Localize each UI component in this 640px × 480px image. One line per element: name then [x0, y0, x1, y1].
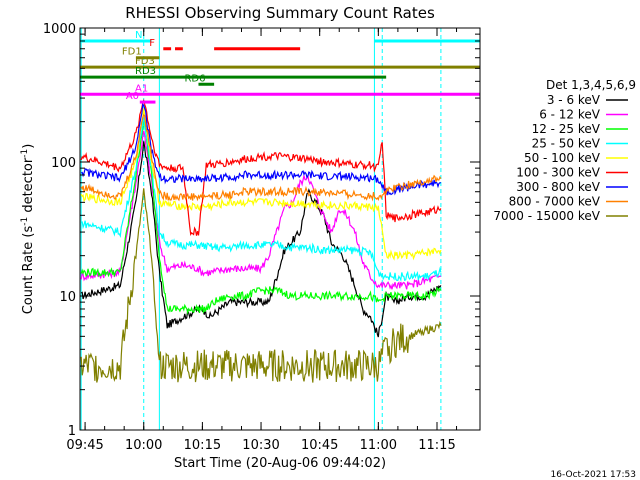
- legend-label-2: 12 - 25 keV: [532, 122, 601, 136]
- flag-label-1: F: [149, 38, 155, 49]
- plot-frame: [79, 27, 481, 431]
- flag-label-3: FD3: [135, 56, 155, 67]
- legend-label-1: 6 - 12 keV: [539, 108, 601, 122]
- y-axis-label: Count Rate (s-1 detector-1): [20, 144, 36, 315]
- legend-label-8: 7000 - 15000 keV: [493, 209, 600, 223]
- chart-title: RHESSI Observing Summary Count Rates: [125, 4, 435, 22]
- flag-label-7: A0: [126, 91, 139, 102]
- x-tick-label-0: 09:45: [66, 438, 103, 453]
- series-layer: [80, 98, 442, 383]
- y-tick-label-1: 10: [59, 290, 76, 305]
- series-line-2: [80, 119, 442, 315]
- legend-label-6: 300 - 800 keV: [516, 180, 600, 194]
- x-tick-label-6: 11:15: [418, 438, 455, 453]
- flag-label-2: FD1: [122, 47, 142, 58]
- legend-label-7: 800 - 7000 keV: [509, 195, 601, 209]
- legend-label-5: 100 - 300 keV: [516, 166, 600, 180]
- legend-label-0: 3 - 6 keV: [547, 93, 601, 107]
- series-line-3: [81, 117, 442, 282]
- x-tick-label-2: 10:15: [184, 438, 221, 453]
- x-tick-label-3: 10:30: [242, 438, 279, 453]
- x-tick-label-5: 11:00: [360, 438, 397, 453]
- timestamp: 16-Oct-2021 17:53: [551, 470, 636, 480]
- x-axis-label: Start Time (20-Aug-06 09:44:02): [174, 456, 386, 471]
- series-line-8: [80, 188, 442, 383]
- x-axis: 09:45 10:00 10:15 10:30 10:45 11:00 11:15: [66, 28, 458, 453]
- series-line-1: [80, 130, 442, 290]
- y-tick-label-3: 1000: [43, 22, 76, 37]
- y-tick-label-0: 1: [68, 424, 76, 439]
- legend-label-4: 50 - 100 keV: [524, 151, 601, 165]
- flag-label-5: RD6: [184, 73, 205, 84]
- series-line-0: [80, 141, 442, 338]
- series-line-7: [80, 113, 442, 202]
- series-line-5: [80, 98, 442, 237]
- x-tick-label-1: 10:00: [125, 438, 162, 453]
- legend-label-3: 25 - 50 keV: [532, 137, 601, 151]
- series-line-6: [80, 102, 441, 196]
- x-tick-label-4: 10:45: [301, 438, 338, 453]
- y-axis: 1 10 100 1000: [43, 22, 480, 439]
- legend-title: Det 1,3,4,5,6,9: [546, 78, 636, 92]
- flag-label-0: N: [135, 30, 142, 41]
- flag-label-6: A1: [135, 83, 148, 94]
- y-tick-label-2: 100: [51, 156, 76, 171]
- flag-label-4: RD3: [135, 66, 156, 77]
